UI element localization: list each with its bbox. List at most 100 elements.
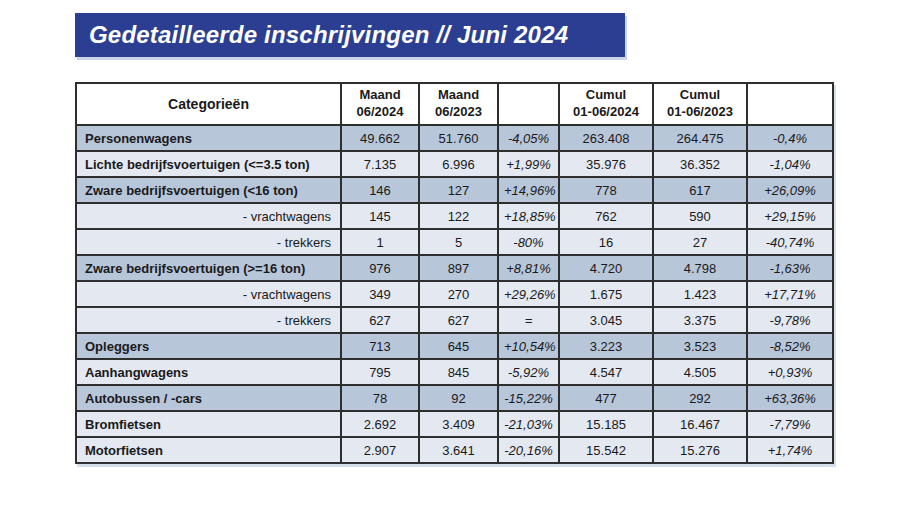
cell-month-2024: 2.692 <box>341 411 419 437</box>
cell-cumul-2023: 15.276 <box>653 437 747 463</box>
cell-month-2024: 146 <box>341 177 419 203</box>
cell-cumul-2024: 35.976 <box>559 151 653 177</box>
cell-cumul-delta: -1,63% <box>747 255 833 281</box>
header-cumul-2024: Cumul 01-06/2024 <box>559 83 653 125</box>
row-label: Lichte bedrijfsvoertuigen (<=3.5 ton) <box>76 151 341 177</box>
cell-cumul-2023: 617 <box>653 177 747 203</box>
cell-cumul-delta: +17,71% <box>747 281 833 307</box>
row-label: Personenwagens <box>76 125 341 151</box>
cell-month-2023: 51.760 <box>419 125 498 151</box>
page-title: Gedetailleerde inschrijvingen // Juni 20… <box>89 21 568 49</box>
table-row: - vrachtwagens 349 270 +29,26% 1.675 1.4… <box>76 281 833 307</box>
cell-month-2024: 627 <box>341 307 419 333</box>
table-row: - trekkers 1 5 -80% 16 27 -40,74% <box>76 229 833 255</box>
row-label: Zware bedrijfsvoertuigen (>=16 ton) <box>76 255 341 281</box>
table-row: Motorfietsen 2.907 3.641 -20,16% 15.542 … <box>76 437 833 463</box>
cell-month-2024: 7.135 <box>341 151 419 177</box>
cell-cumul-2024: 263.408 <box>559 125 653 151</box>
cell-cumul-2023: 27 <box>653 229 747 255</box>
table-row: - trekkers 627 627 = 3.045 3.375 -9,78% <box>76 307 833 333</box>
row-label: - trekkers <box>76 307 341 333</box>
cell-cumul-delta: -40,74% <box>747 229 833 255</box>
cell-month-2024: 976 <box>341 255 419 281</box>
header-month-2024: Maand 06/2024 <box>341 83 419 125</box>
cell-month-delta: -21,03% <box>498 411 559 437</box>
table-row: Autobussen / -cars 78 92 -15,22% 477 292… <box>76 385 833 411</box>
cell-month-2023: 127 <box>419 177 498 203</box>
cell-month-2024: 349 <box>341 281 419 307</box>
cell-month-delta: +14,96% <box>498 177 559 203</box>
cell-cumul-2024: 778 <box>559 177 653 203</box>
cell-cumul-delta: +0,93% <box>747 359 833 385</box>
cell-cumul-2024: 16 <box>559 229 653 255</box>
cell-month-2023: 5 <box>419 229 498 255</box>
cell-month-2024: 145 <box>341 203 419 229</box>
cell-cumul-2023: 3.523 <box>653 333 747 359</box>
cell-month-2024: 795 <box>341 359 419 385</box>
row-label: Aanhangwagens <box>76 359 341 385</box>
registrations-table: Categorieën Maand 06/2024 Maand 06/2023 … <box>75 82 834 464</box>
table-row: - vrachtwagens 145 122 +18,85% 762 590 +… <box>76 203 833 229</box>
cell-cumul-2024: 3.223 <box>559 333 653 359</box>
cell-cumul-2023: 4.798 <box>653 255 747 281</box>
cell-month-delta: +1,99% <box>498 151 559 177</box>
cell-month-2024: 49.662 <box>341 125 419 151</box>
cell-month-2024: 2.907 <box>341 437 419 463</box>
table-row: Zware bedrijfsvoertuigen (<16 ton) 146 1… <box>76 177 833 203</box>
cell-month-delta: -80% <box>498 229 559 255</box>
table-row: Personenwagens 49.662 51.760 -4,05% 263.… <box>76 125 833 151</box>
cell-month-delta: +10,54% <box>498 333 559 359</box>
row-label: - vrachtwagens <box>76 281 341 307</box>
cell-month-2023: 122 <box>419 203 498 229</box>
cell-cumul-2023: 16.467 <box>653 411 747 437</box>
row-label: - trekkers <box>76 229 341 255</box>
row-label: - vrachtwagens <box>76 203 341 229</box>
cell-cumul-2023: 3.375 <box>653 307 747 333</box>
cell-cumul-delta: -0,4% <box>747 125 833 151</box>
row-label: Opleggers <box>76 333 341 359</box>
header-categories: Categorieën <box>76 83 341 125</box>
header-cumul-delta <box>747 83 833 125</box>
table-header-row: Categorieën Maand 06/2024 Maand 06/2023 … <box>76 83 833 125</box>
cell-cumul-2024: 762 <box>559 203 653 229</box>
cell-cumul-delta: +63,36% <box>747 385 833 411</box>
cell-cumul-2024: 4.547 <box>559 359 653 385</box>
cell-cumul-2023: 590 <box>653 203 747 229</box>
title-bar: Gedetailleerde inschrijvingen // Juni 20… <box>75 13 625 57</box>
cell-month-2023: 845 <box>419 359 498 385</box>
cell-month-2024: 713 <box>341 333 419 359</box>
cell-month-2024: 1 <box>341 229 419 255</box>
cell-month-2023: 627 <box>419 307 498 333</box>
row-label: Bromfietsen <box>76 411 341 437</box>
cell-cumul-delta: +29,15% <box>747 203 833 229</box>
cell-cumul-delta: -7,79% <box>747 411 833 437</box>
cell-month-2023: 3.641 <box>419 437 498 463</box>
cell-cumul-2024: 15.185 <box>559 411 653 437</box>
cell-cumul-2024: 3.045 <box>559 307 653 333</box>
row-label: Autobussen / -cars <box>76 385 341 411</box>
cell-month-delta: = <box>498 307 559 333</box>
cell-cumul-2023: 4.505 <box>653 359 747 385</box>
cell-cumul-2023: 264.475 <box>653 125 747 151</box>
header-cumul-2023: Cumul 01-06/2023 <box>653 83 747 125</box>
cell-cumul-2024: 1.675 <box>559 281 653 307</box>
cell-month-2023: 92 <box>419 385 498 411</box>
cell-cumul-2024: 477 <box>559 385 653 411</box>
cell-cumul-2024: 15.542 <box>559 437 653 463</box>
cell-cumul-2024: 4.720 <box>559 255 653 281</box>
cell-month-delta: +18,85% <box>498 203 559 229</box>
table-row: Opleggers 713 645 +10,54% 3.223 3.523 -8… <box>76 333 833 359</box>
cell-month-2024: 78 <box>341 385 419 411</box>
cell-cumul-delta: +1,74% <box>747 437 833 463</box>
cell-month-delta: -4,05% <box>498 125 559 151</box>
table-row: Lichte bedrijfsvoertuigen (<=3.5 ton) 7.… <box>76 151 833 177</box>
header-month-delta <box>498 83 559 125</box>
cell-month-delta: +29,26% <box>498 281 559 307</box>
cell-cumul-delta: +26,09% <box>747 177 833 203</box>
table-row: Bromfietsen 2.692 3.409 -21,03% 15.185 1… <box>76 411 833 437</box>
cell-month-2023: 3.409 <box>419 411 498 437</box>
cell-cumul-delta: -1,04% <box>747 151 833 177</box>
cell-month-delta: -15,22% <box>498 385 559 411</box>
cell-month-2023: 6.996 <box>419 151 498 177</box>
cell-month-2023: 270 <box>419 281 498 307</box>
